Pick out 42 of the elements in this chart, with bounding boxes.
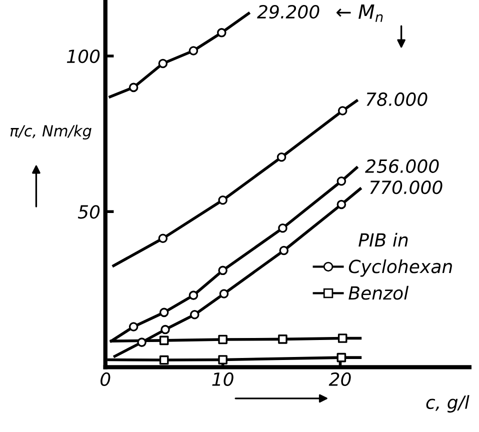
point	[160, 324, 170, 334]
point	[279, 246, 289, 256]
x-tick-label: 10	[212, 372, 234, 386]
y-axis-title: π/c, Nm/kg	[10, 124, 92, 140]
y-tick-label: 100	[66, 49, 100, 64]
annotation: 256.000	[365, 159, 439, 173]
annotation: 29.200	[257, 4, 320, 19]
point	[219, 289, 229, 298]
point	[128, 322, 138, 332]
point	[128, 82, 138, 92]
point	[338, 106, 348, 116]
point	[336, 176, 346, 186]
point	[276, 152, 286, 162]
point	[188, 46, 198, 56]
point	[159, 336, 169, 346]
point	[218, 355, 228, 364]
point	[158, 58, 168, 68]
point	[190, 310, 200, 320]
point	[159, 308, 169, 318]
x-tick-label: 20	[328, 372, 351, 386]
point	[159, 355, 169, 365]
legend-label: Cyclohexan	[348, 259, 452, 277]
point	[338, 334, 348, 343]
annotation: ← M$_{n}$	[336, 4, 383, 22]
point	[218, 266, 228, 276]
annotation: 78.000	[366, 92, 428, 106]
annotation: 770.000	[370, 180, 442, 194]
point	[137, 338, 146, 347]
x-axis-title: c, g/l	[426, 395, 470, 413]
point	[278, 223, 288, 233]
legend-title: PIB in	[358, 232, 408, 247]
legend-label: Benzol	[348, 286, 409, 300]
point	[217, 28, 226, 38]
x-tick-label: 0	[100, 372, 110, 386]
y-tick-label: 50	[78, 205, 100, 219]
point	[218, 334, 228, 344]
point	[278, 334, 288, 344]
point	[158, 234, 168, 244]
point	[218, 195, 228, 205]
point	[336, 200, 346, 210]
point	[188, 290, 198, 300]
point	[336, 352, 346, 362]
